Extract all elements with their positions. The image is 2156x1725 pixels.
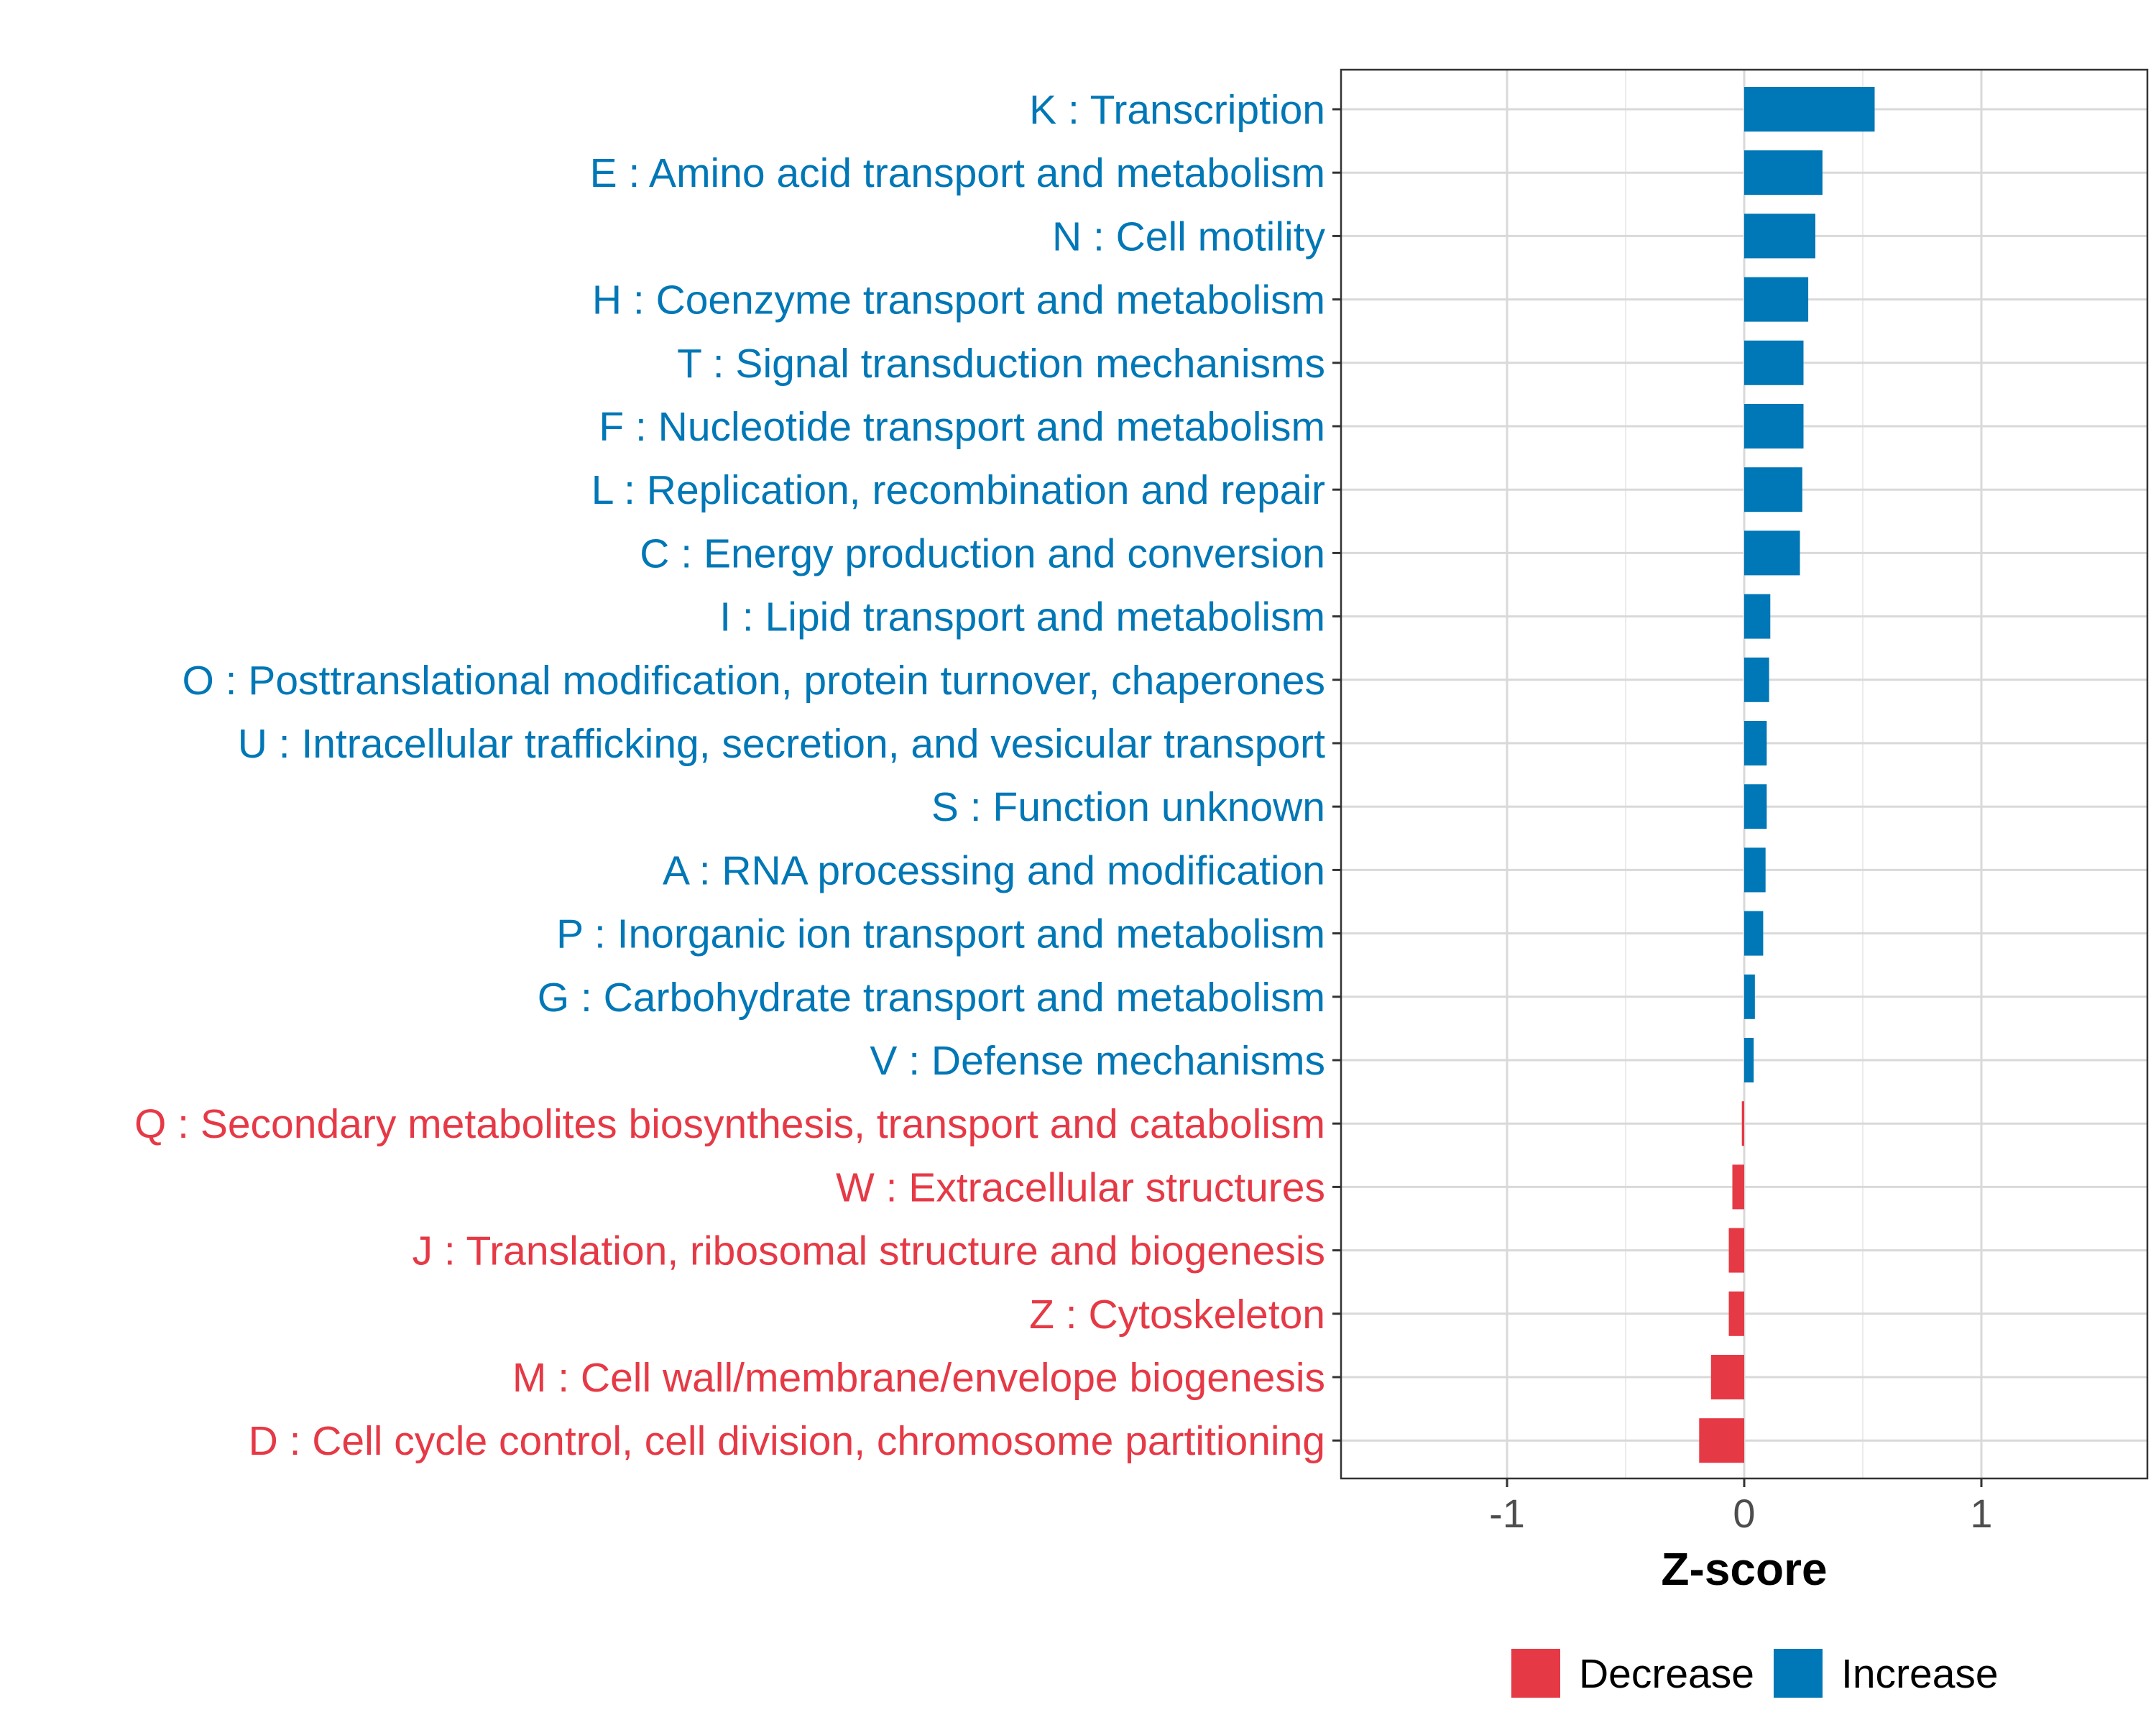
category-label: U : Intracellular trafficking, secretion… — [238, 721, 1325, 767]
bar — [1744, 721, 1767, 765]
category-label: D : Cell cycle control, cell division, c… — [249, 1418, 1325, 1464]
bar — [1744, 150, 1823, 196]
x-axis-title: Z-score — [1661, 1543, 1827, 1595]
category-label: J : Translation, ribosomal structure and… — [413, 1228, 1325, 1274]
legend-label: Decrease — [1579, 1651, 1754, 1697]
legend-item-increase: Increase — [1774, 1649, 1999, 1698]
category-label: W : Extracellular structures — [836, 1164, 1325, 1210]
bars — [1699, 87, 1875, 1463]
category-label: G : Carbohydrate transport and metabolis… — [538, 975, 1325, 1021]
category-label: I : Lipid transport and metabolism — [719, 594, 1325, 640]
category-label: Q : Secondary metabolites biosynthesis, … — [134, 1101, 1325, 1147]
bar — [1744, 467, 1802, 512]
bar — [1744, 847, 1766, 893]
bar — [1744, 404, 1804, 448]
category-label: V : Defense mechanisms — [870, 1038, 1325, 1084]
bar — [1744, 911, 1764, 956]
bar — [1744, 340, 1804, 385]
category-label: K : Transcription — [1029, 87, 1325, 133]
bar — [1728, 1228, 1744, 1273]
category-label: T : Signal transduction mechanisms — [677, 341, 1325, 387]
bar — [1744, 277, 1809, 322]
category-label: P : Inorganic ion transport and metaboli… — [556, 911, 1325, 957]
category-label: L : Replication, recombination and repai… — [591, 467, 1325, 513]
axis-ticks: -1 0 1 — [1332, 108, 1993, 1536]
legend-key — [1774, 1649, 1823, 1698]
category-label: O : Posttranslational modification, prot… — [182, 658, 1325, 704]
category-label: A : RNA processing and modification — [663, 847, 1325, 893]
category-labels: K : Transcription E : Amino acid transpor… — [134, 87, 1326, 1464]
x-tick-label: 0 — [1733, 1491, 1755, 1536]
legend-key — [1511, 1649, 1560, 1698]
bar — [1699, 1418, 1744, 1463]
bar — [1744, 530, 1800, 576]
bar — [1744, 974, 1755, 1019]
category-label: N : Cell motility — [1052, 213, 1326, 259]
category-label: H : Coenzyme transport and metabolism — [592, 277, 1325, 323]
category-label: F : Nucleotide transport and metabolism — [599, 404, 1325, 450]
bar — [1744, 784, 1767, 829]
x-tick-label: -1 — [1489, 1491, 1525, 1536]
bar — [1710, 1355, 1744, 1399]
legend: Decrease Increase — [1511, 1649, 1999, 1698]
bar — [1744, 1038, 1754, 1082]
bar — [1741, 1101, 1744, 1146]
category-label: M : Cell wall/membrane/envelope biogenes… — [512, 1355, 1325, 1401]
bar — [1728, 1291, 1744, 1336]
bar — [1744, 594, 1771, 639]
bar — [1744, 657, 1769, 702]
x-tick-label: 1 — [1970, 1491, 1992, 1536]
category-label: S : Function unknown — [931, 784, 1325, 830]
bar — [1744, 87, 1875, 132]
category-label: E : Amino acid transport and metabolism — [590, 150, 1325, 196]
bar — [1744, 213, 1815, 259]
legend-label: Increase — [1841, 1651, 1999, 1697]
category-label: C : Energy production and conversion — [640, 530, 1325, 576]
category-label: Z : Cytoskeleton — [1029, 1292, 1325, 1338]
bar — [1732, 1164, 1744, 1210]
legend-item-decrease: Decrease — [1511, 1649, 1754, 1698]
